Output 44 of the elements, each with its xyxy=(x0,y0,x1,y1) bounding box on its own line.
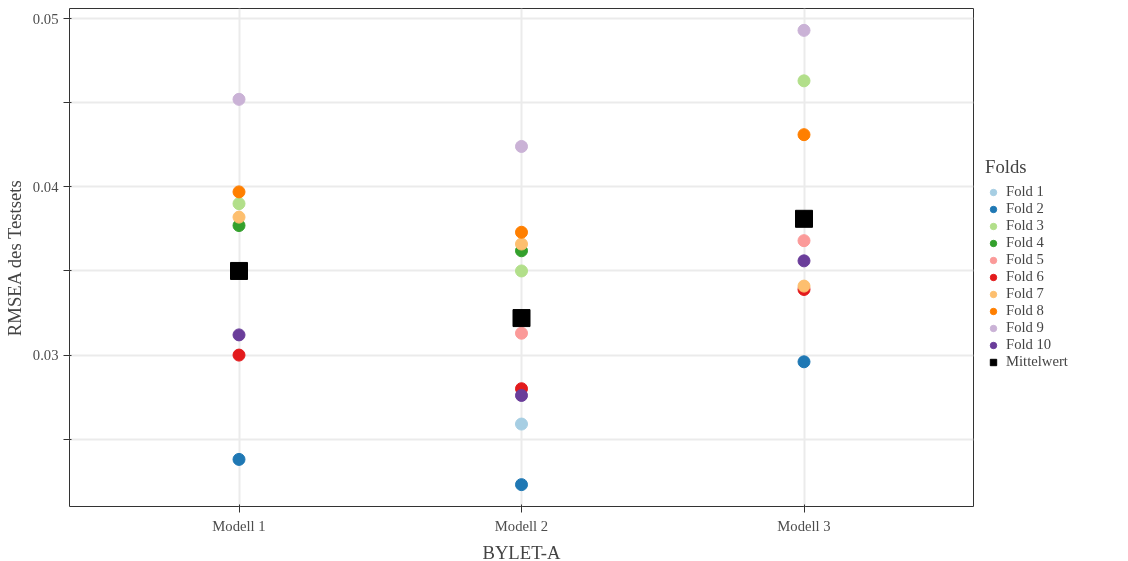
legend-label: Fold 1 xyxy=(1006,183,1044,200)
point xyxy=(515,388,528,402)
legend-title: Folds xyxy=(985,156,1028,178)
point xyxy=(232,328,246,342)
point xyxy=(515,139,528,153)
point xyxy=(795,209,813,228)
point xyxy=(515,417,528,431)
legend-label: Fold 9 xyxy=(1006,319,1044,336)
point xyxy=(515,225,528,239)
legend-label: Fold 3 xyxy=(1006,217,1044,234)
point xyxy=(515,237,528,251)
point xyxy=(797,74,811,88)
legend-label: Mittelwert xyxy=(1006,353,1068,370)
legend-label: Fold 7 xyxy=(1006,285,1044,302)
point xyxy=(515,478,528,492)
y-tick-label: 0.03 xyxy=(32,347,59,364)
point xyxy=(515,326,528,340)
x-tick-label: Modell 3 xyxy=(777,517,831,534)
y-axis-title: RMSEA des Testsets xyxy=(3,180,25,337)
point xyxy=(512,309,531,328)
point xyxy=(232,185,246,199)
legend-label: Fold 4 xyxy=(1006,234,1044,251)
point xyxy=(797,355,811,369)
x-tick-label: Modell 2 xyxy=(494,517,549,534)
point xyxy=(797,254,811,268)
x-tick-label: Modell 1 xyxy=(212,517,266,534)
legend-label: Fold 2 xyxy=(1006,200,1044,217)
point xyxy=(232,210,246,224)
point xyxy=(232,197,246,211)
point xyxy=(230,261,248,280)
point xyxy=(232,92,246,106)
y-tick-label: 0.04 xyxy=(32,178,60,195)
point xyxy=(797,128,811,142)
y-tick-label: 0.05 xyxy=(32,10,59,27)
point xyxy=(797,23,811,37)
legend-label: Fold 8 xyxy=(1006,302,1044,319)
point xyxy=(232,348,246,362)
point xyxy=(515,264,528,278)
point xyxy=(232,452,246,466)
legend-label: Fold 6 xyxy=(1006,268,1044,285)
legend-label: Fold 5 xyxy=(1006,251,1044,268)
point xyxy=(797,234,811,248)
x-axis-title: BYLET-A xyxy=(482,541,562,561)
legend-label: Fold 10 xyxy=(1006,336,1052,353)
